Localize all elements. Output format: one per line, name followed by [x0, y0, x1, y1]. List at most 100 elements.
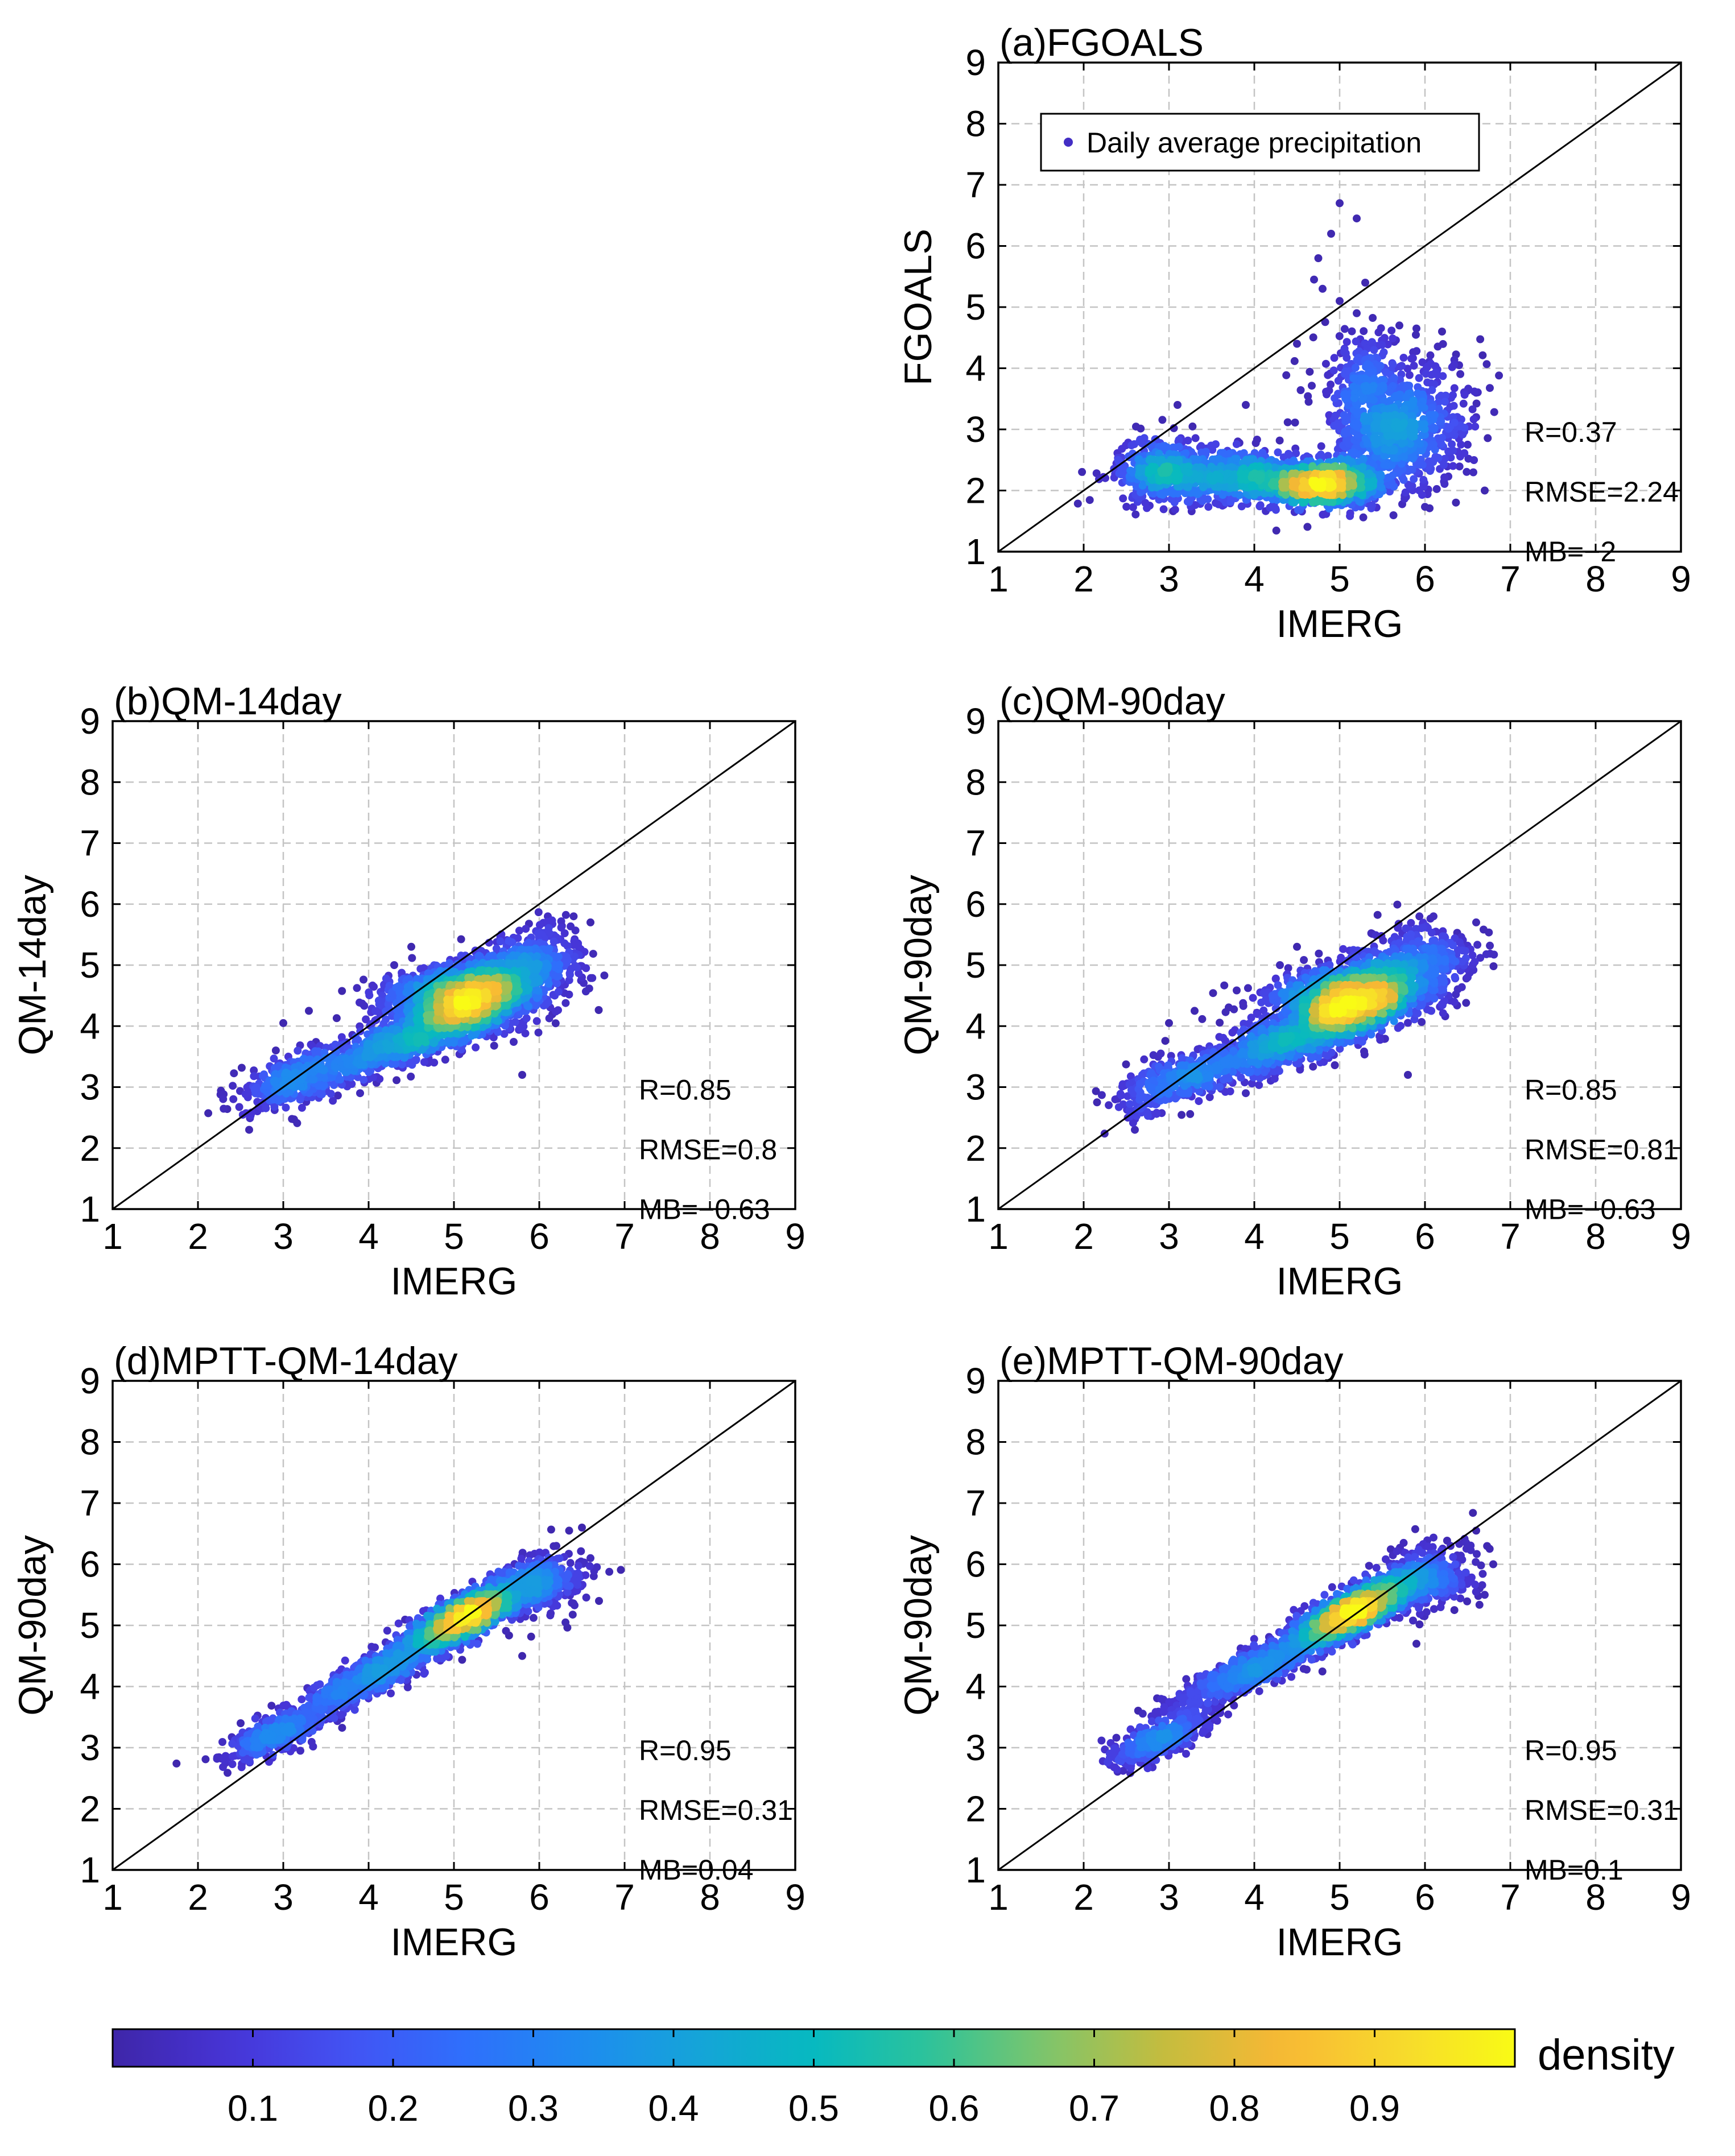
- data-point: [1214, 500, 1223, 508]
- data-point: [1335, 332, 1344, 340]
- data-point: [1460, 391, 1469, 399]
- data-point: [1377, 483, 1386, 492]
- data-point: [594, 1006, 603, 1014]
- data-point: [1324, 452, 1332, 460]
- data-point: [1387, 461, 1396, 469]
- data-point: [567, 922, 575, 930]
- data-point: [1344, 440, 1353, 448]
- data-point: [305, 1007, 313, 1015]
- data-point: [353, 984, 361, 992]
- data-point: [1290, 456, 1298, 465]
- data-point: [586, 974, 595, 982]
- data-point: [1159, 505, 1168, 514]
- data-point: [1440, 473, 1449, 482]
- data-point: [545, 1014, 553, 1023]
- data-point: [274, 1095, 283, 1103]
- data-point: [235, 1103, 243, 1111]
- data-point: [1290, 357, 1299, 365]
- data-point: [1364, 369, 1373, 377]
- data-point: [1387, 326, 1396, 335]
- data-point: [1412, 324, 1420, 333]
- legend-marker: [1064, 138, 1073, 147]
- data-point: [496, 952, 505, 961]
- data-point: [589, 950, 597, 958]
- data-point: [1430, 411, 1437, 420]
- data-point: [1293, 340, 1301, 348]
- data-point: [472, 1043, 480, 1052]
- data-point: [336, 1075, 345, 1084]
- data-point: [1208, 477, 1217, 485]
- data-point: [1440, 454, 1449, 463]
- data-point: [307, 1040, 315, 1049]
- data-point: [1478, 351, 1487, 359]
- data-point: [1303, 523, 1312, 531]
- data-point: [1317, 442, 1325, 450]
- data-point: [1132, 423, 1140, 431]
- data-point: [1366, 482, 1374, 490]
- data-point: [1429, 425, 1437, 433]
- data-point: [1184, 436, 1192, 445]
- data-point: [1472, 399, 1481, 408]
- data-point: [415, 1032, 424, 1040]
- data-point: [1333, 422, 1342, 431]
- data-point: [1418, 423, 1426, 432]
- data-point: [515, 1024, 524, 1033]
- data-point: [1159, 442, 1167, 450]
- data-point: [1148, 483, 1156, 492]
- data-point: [1368, 338, 1376, 346]
- data-point: [1184, 468, 1192, 477]
- data-point: [360, 1061, 368, 1069]
- data-point: [1251, 439, 1260, 447]
- data-point: [327, 1090, 335, 1098]
- data-point: [1336, 199, 1344, 208]
- data-point: [1361, 279, 1369, 287]
- data-point: [360, 1002, 369, 1010]
- x-tick-label: 3: [1159, 558, 1179, 599]
- data-point: [1427, 359, 1435, 368]
- data-point: [1129, 503, 1137, 511]
- data-point: [1269, 502, 1277, 510]
- data-point: [1368, 385, 1377, 394]
- data-point: [1455, 462, 1464, 471]
- stat-annotation: MB=−2: [1525, 536, 1616, 568]
- data-point: [1340, 411, 1348, 419]
- data-point: [1389, 511, 1398, 519]
- data-point: [544, 979, 553, 988]
- data-point: [1385, 388, 1394, 396]
- data-point: [563, 958, 571, 967]
- data-point: [1348, 327, 1356, 336]
- data-point: [329, 1096, 337, 1105]
- data-point: [408, 954, 416, 962]
- data-point: [1329, 366, 1338, 375]
- data-point: [1464, 440, 1472, 449]
- data-point: [1304, 392, 1312, 400]
- data-point: [1399, 354, 1408, 362]
- data-point: [1161, 469, 1170, 477]
- data-point: [1308, 462, 1317, 470]
- data-point: [518, 1071, 526, 1079]
- data-point: [1408, 420, 1417, 428]
- data-point: [1440, 479, 1449, 488]
- data-point: [1389, 360, 1397, 369]
- data-point: [1381, 445, 1389, 453]
- data-point: [1476, 335, 1485, 344]
- data-point: [1432, 485, 1441, 493]
- data-point: [1119, 494, 1127, 503]
- data-point: [390, 961, 398, 969]
- x-tick-label: 9: [1671, 558, 1691, 599]
- data-point: [1131, 510, 1140, 519]
- y-tick-label: 2: [965, 470, 986, 511]
- data-point: [1115, 469, 1123, 478]
- data-point: [1481, 486, 1489, 495]
- data-point: [1358, 463, 1367, 471]
- data-point: [1306, 367, 1314, 376]
- data-point: [1282, 371, 1291, 379]
- data-point: [1440, 461, 1448, 469]
- y-axis-label: FGOALS: [897, 229, 940, 386]
- data-point: [1331, 411, 1340, 420]
- data-point: [1184, 483, 1192, 491]
- data-point: [251, 1086, 259, 1094]
- stat-annotation: RMSE=2.24: [1525, 476, 1679, 508]
